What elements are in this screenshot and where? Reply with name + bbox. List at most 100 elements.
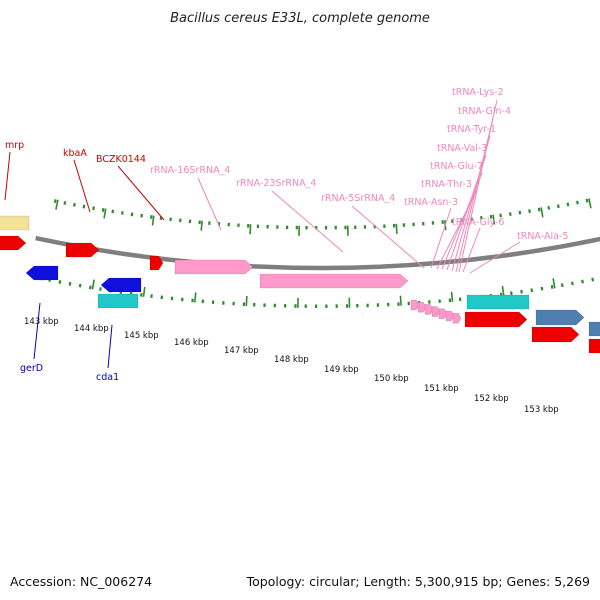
label-leader-lines bbox=[4, 99, 521, 369]
kbp-label: 149 kbp bbox=[324, 365, 359, 375]
cda1-gene bbox=[97, 293, 139, 309]
kbp-label: 145 kbp bbox=[124, 331, 159, 341]
leader-line bbox=[117, 165, 165, 221]
label-tRNA-Glu-7: tRNA-Glu-7 bbox=[430, 161, 483, 172]
kbp-label: 146 kbp bbox=[174, 338, 209, 348]
kbp-label: 147 kbp bbox=[224, 346, 259, 356]
backbone-line bbox=[35, 235, 600, 271]
minor-tick bbox=[520, 289, 523, 294]
major-tick bbox=[501, 285, 505, 297]
minor-tick bbox=[591, 277, 595, 282]
label-tRNA-Tyr-1: tRNA-Tyr-1 bbox=[447, 124, 496, 135]
minor-tick bbox=[508, 212, 512, 216]
label-rRNA-16S: rRNA-16SrRNA_4 bbox=[150, 165, 230, 176]
minor-tick bbox=[537, 207, 541, 212]
cyan-gene bbox=[466, 294, 530, 310]
leader-line bbox=[73, 159, 91, 213]
major-tick bbox=[249, 224, 252, 235]
leader-line bbox=[446, 154, 487, 271]
tRNA-gene bbox=[445, 310, 455, 322]
accession-text: Accession: NC_006274 bbox=[10, 574, 153, 589]
kbp-label: 143 kbp bbox=[24, 317, 59, 327]
topology-summary-text: Topology: circular; Length: 5,300,915 bp… bbox=[246, 574, 590, 589]
leader-line bbox=[469, 241, 521, 274]
mrp-gene bbox=[0, 215, 30, 231]
kbp-label: 153 kbp bbox=[524, 405, 559, 415]
label-mrp: mrp bbox=[5, 140, 24, 151]
tRNA-gene bbox=[424, 304, 434, 315]
label-tRNA-Lys-2: tRNA-Lys-2 bbox=[452, 87, 504, 98]
gene-edge bbox=[588, 321, 600, 337]
minor-tick bbox=[68, 281, 72, 286]
map-title: Bacillus cereus E33L, complete genome bbox=[170, 11, 430, 26]
minor-tick bbox=[581, 279, 584, 284]
label-tRNA-Ala-5: tRNA-Ala-5 bbox=[517, 231, 568, 242]
major-tick bbox=[540, 207, 544, 218]
tRNA-gene bbox=[452, 312, 462, 324]
label-tRNA-Gln-4: tRNA-Gln-4 bbox=[458, 106, 511, 117]
major-tick bbox=[395, 223, 398, 234]
leader-line bbox=[4, 151, 11, 201]
major-tick bbox=[245, 296, 248, 307]
minor-tick bbox=[121, 211, 124, 215]
minor-tick bbox=[58, 280, 62, 284]
kbp-label: 148 kbp bbox=[274, 355, 309, 365]
leader-line bbox=[271, 190, 344, 253]
major-tick bbox=[492, 214, 496, 225]
leader-line bbox=[436, 189, 478, 270]
minor-tick bbox=[72, 202, 76, 207]
gene-arrow bbox=[0, 235, 27, 251]
major-tick bbox=[194, 292, 197, 303]
gene-arrow bbox=[531, 326, 580, 343]
major-tick bbox=[200, 220, 203, 231]
genome-backbone bbox=[35, 235, 600, 271]
minor-tick bbox=[88, 285, 92, 290]
minor-tick bbox=[92, 206, 95, 211]
outer-tick-ring bbox=[53, 198, 592, 236]
minor-tick bbox=[547, 205, 551, 210]
minor-tick bbox=[99, 287, 102, 291]
label-rRNA-5S: rRNA-5SrRNA_4 bbox=[321, 193, 395, 204]
tRNA-gene bbox=[431, 306, 441, 317]
label-BCZK0144: BCZK0144 bbox=[96, 154, 146, 165]
leader-line bbox=[441, 172, 483, 270]
rRNA-23S-gene bbox=[259, 273, 409, 289]
kbp-label: 151 kbp bbox=[424, 384, 459, 394]
kbp-label: 150 kbp bbox=[374, 374, 409, 384]
minor-tick bbox=[63, 201, 67, 205]
label-gerD: gerD bbox=[20, 363, 43, 374]
steel-gene bbox=[535, 309, 585, 326]
minor-tick bbox=[566, 202, 570, 207]
major-tick bbox=[103, 208, 107, 219]
label-tRNA-Gly-6: tRNA-Gly-6 bbox=[452, 217, 504, 228]
label-tRNA-Val-3: tRNA-Val-3 bbox=[437, 143, 487, 154]
minor-tick bbox=[101, 208, 105, 212]
major-tick bbox=[142, 286, 146, 297]
major-tick bbox=[55, 199, 59, 210]
minor-tick bbox=[82, 204, 86, 209]
gene-features bbox=[0, 215, 600, 354]
leader-line bbox=[451, 135, 491, 272]
tRNA-gene bbox=[438, 308, 448, 320]
tRNA-gene bbox=[417, 301, 427, 313]
gene-arrow bbox=[464, 311, 528, 328]
tRNA-gene bbox=[410, 299, 420, 311]
kbaA-gene bbox=[65, 242, 100, 258]
major-tick bbox=[450, 291, 454, 302]
rRNA-16S-gene bbox=[174, 259, 254, 275]
minor-tick bbox=[530, 288, 534, 293]
minor-tick bbox=[560, 283, 564, 288]
gene-edge bbox=[588, 338, 600, 354]
major-tick bbox=[91, 279, 95, 290]
minor-tick bbox=[585, 198, 589, 203]
major-tick bbox=[399, 295, 402, 306]
label-cda1: cda1 bbox=[96, 372, 119, 383]
minor-tick bbox=[540, 286, 544, 291]
kbp-label: 152 kbp bbox=[474, 394, 509, 404]
leader-line bbox=[197, 177, 222, 231]
label-tRNA-Asn-3: tRNA-Asn-3 bbox=[404, 197, 458, 208]
minor-tick bbox=[528, 209, 531, 214]
feature-labels: mrp kbaA BCZK0144 gerD cda1 rRNA-16SrRNA_4 rRN… bbox=[5, 87, 568, 383]
minor-tick bbox=[53, 199, 57, 204]
